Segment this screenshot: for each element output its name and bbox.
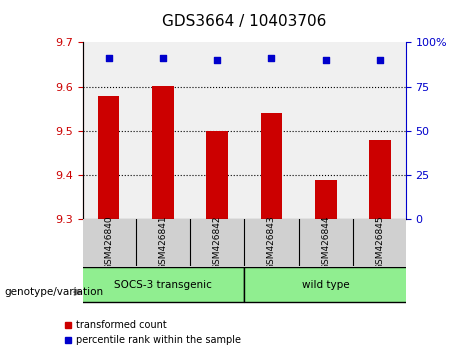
FancyBboxPatch shape — [81, 268, 244, 302]
Bar — [207, 131, 228, 219]
Bar — [152, 86, 174, 219]
Text: wild type: wild type — [302, 280, 349, 290]
Bar — [369, 140, 391, 219]
Text: GSM426842: GSM426842 — [213, 215, 222, 270]
Point — [377, 57, 384, 63]
Text: GSM426845: GSM426845 — [376, 215, 384, 270]
Bar — [315, 180, 337, 219]
Text: GSM426844: GSM426844 — [321, 215, 331, 270]
Point — [105, 56, 112, 61]
Text: SOCS-3 transgenic: SOCS-3 transgenic — [114, 280, 212, 290]
FancyBboxPatch shape — [244, 268, 408, 302]
Text: GSM426843: GSM426843 — [267, 215, 276, 270]
Text: genotype/variation: genotype/variation — [5, 287, 104, 297]
Point — [322, 57, 330, 63]
Bar — [98, 97, 119, 219]
Text: GSM426840: GSM426840 — [104, 215, 113, 270]
Point — [159, 56, 166, 61]
Text: GSM426841: GSM426841 — [158, 215, 167, 270]
Bar — [260, 113, 282, 219]
Point — [268, 56, 275, 61]
Point — [213, 57, 221, 63]
Text: GDS3664 / 10403706: GDS3664 / 10403706 — [162, 14, 326, 29]
Legend: transformed count, percentile rank within the sample: transformed count, percentile rank withi… — [60, 316, 245, 349]
